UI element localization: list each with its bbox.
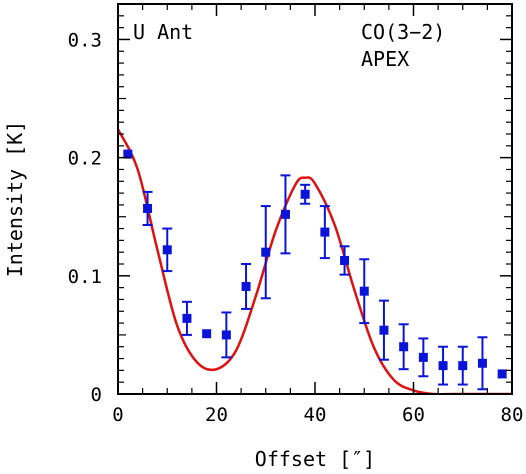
y-tick-label: 0.3 bbox=[68, 29, 102, 51]
model-curve bbox=[118, 128, 512, 394]
data-point bbox=[182, 313, 192, 323]
y-axis-label: Intensity [K] bbox=[3, 121, 27, 278]
data-point bbox=[340, 255, 350, 265]
x-axis-label: Offset [″] bbox=[255, 447, 375, 471]
data-point bbox=[202, 329, 212, 339]
data-point bbox=[241, 281, 251, 291]
data-point bbox=[477, 358, 487, 368]
x-tick-label: 0 bbox=[112, 404, 123, 426]
data-point bbox=[300, 189, 310, 199]
x-tick-label: 40 bbox=[304, 404, 327, 426]
x-tick-label: 60 bbox=[402, 404, 425, 426]
y-tick-label: 0 bbox=[91, 384, 102, 406]
x-tick-label: 20 bbox=[205, 404, 228, 426]
data-point bbox=[379, 325, 389, 335]
annotation-line: CO(3−2) bbox=[361, 20, 445, 44]
data-point bbox=[320, 227, 330, 237]
data-point bbox=[359, 286, 369, 296]
ticks: 0 20 40 60 80 0 0.1 0.2 0.3 bbox=[68, 3, 524, 426]
data-point bbox=[497, 369, 507, 379]
data-point bbox=[399, 342, 409, 352]
data-point bbox=[458, 361, 468, 371]
data-point bbox=[143, 203, 153, 213]
y-tick-label: 0.1 bbox=[68, 266, 102, 288]
annotation-telescope: APEX bbox=[361, 47, 409, 71]
data-point bbox=[261, 247, 271, 257]
x-tick-label: 80 bbox=[501, 404, 524, 426]
annotation-target: U Ant bbox=[133, 20, 193, 44]
data-point bbox=[438, 361, 448, 371]
data-point bbox=[221, 330, 231, 340]
plot-area bbox=[118, 128, 512, 394]
data-point bbox=[418, 352, 428, 362]
y-tick-label: 0.2 bbox=[68, 148, 102, 170]
data-point bbox=[162, 245, 172, 255]
plot-frame bbox=[117, 3, 513, 395]
data-point bbox=[280, 209, 290, 219]
data-point bbox=[123, 149, 133, 159]
